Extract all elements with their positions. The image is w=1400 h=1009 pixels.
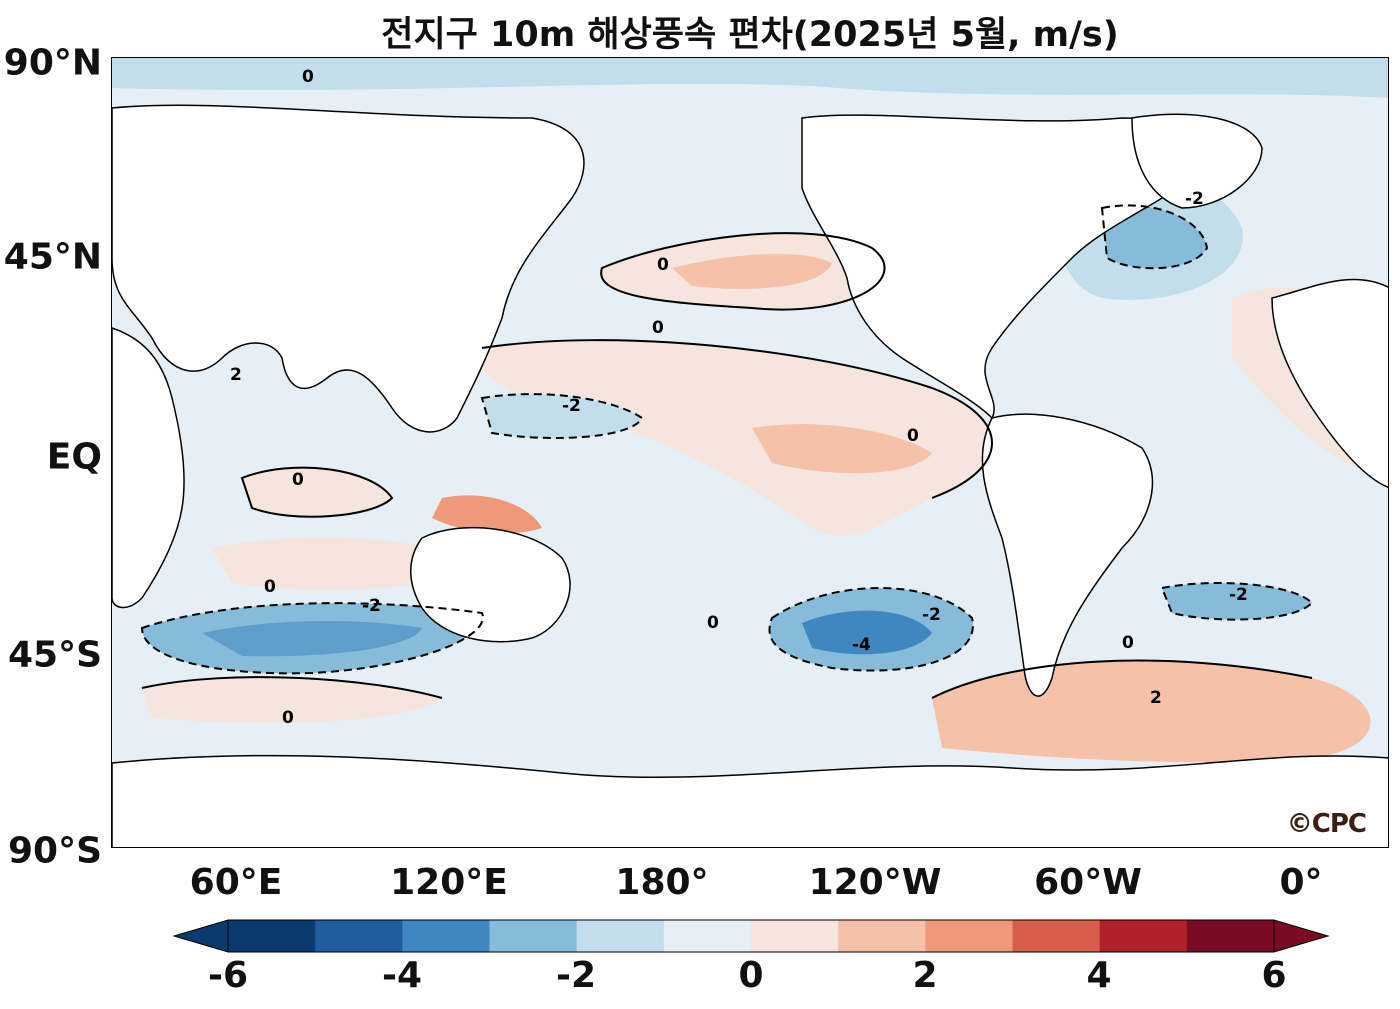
colorbar	[172, 919, 1330, 953]
contour-lines	[141, 232, 1313, 699]
south-atlantic-negative	[1162, 583, 1312, 620]
contour-label: -2	[922, 605, 941, 625]
contour-minus2-west-pacific	[480, 393, 644, 439]
colorbar-cell	[751, 920, 839, 952]
contour-label: -2	[1185, 189, 1204, 209]
colorbar-cell	[838, 920, 926, 952]
australia-land	[410, 526, 571, 643]
colorbar-cell	[925, 920, 1013, 952]
south-america-land	[981, 413, 1154, 697]
map-canvas: 0 0 0 0 0 0 0 0 0 -2 -2 -2 -2 -2 -4 2 2	[112, 58, 1388, 847]
north-australia-positive	[432, 495, 542, 534]
contour-label: 0	[657, 255, 669, 275]
north-pacific-strong-positive	[672, 253, 832, 289]
indian-ocean-positive	[242, 467, 392, 517]
contour-minus2-north-atlantic	[1100, 204, 1209, 270]
lon-label-0: 0°	[1279, 862, 1323, 903]
colorbar-min-arrow	[172, 919, 229, 953]
africa-land	[112, 327, 185, 609]
contour-zero-indian	[240, 466, 394, 518]
colorbar-cell	[1012, 920, 1101, 952]
lon-label-60e: 60°E	[189, 862, 283, 903]
colorbar-cell	[1099, 920, 1188, 952]
contour-zero-north-pacific	[600, 232, 886, 311]
colorbar-cell	[315, 920, 403, 952]
colorbar-tick: -4	[382, 955, 422, 996]
north-atlantic-strong-negative	[1102, 205, 1207, 269]
lat-label-eq: EQ	[46, 436, 102, 478]
north-america-land	[801, 114, 1205, 420]
arctic-anomaly	[112, 58, 1388, 98]
contour-zero-southern	[931, 659, 1313, 699]
contour-minus2-southern-indian	[140, 602, 484, 675]
colorbar-tick: -2	[556, 955, 596, 996]
southern-indian-positive-belt	[142, 677, 442, 723]
colorbar-tick: 4	[1086, 955, 1112, 996]
east-pacific-strong-positive	[752, 424, 932, 474]
lat-label-90n: 90°N	[3, 42, 102, 84]
colorbar-cell	[489, 920, 578, 952]
contour-label: -2	[562, 396, 581, 416]
lat-label-90s: 90°S	[7, 830, 102, 872]
antarctica-land	[112, 754, 1388, 847]
contour-zero-east-pacific	[481, 339, 993, 499]
colorbar-tick: -6	[208, 955, 248, 996]
colorbar-cell	[402, 920, 490, 952]
contour-label: 0	[282, 708, 294, 728]
colorbar-cell	[576, 920, 665, 952]
contour-label: 0	[1122, 633, 1134, 653]
contour-label: 0	[652, 318, 664, 338]
contour-label: -2	[362, 596, 381, 616]
contour-label: -4	[852, 635, 871, 655]
south-pacific-strong-negative	[802, 610, 932, 655]
map-title: 전지구 10m 해상풍속 편차(2025년 5월, m/s)	[381, 15, 1119, 55]
lon-label-120w: 120°W	[808, 862, 942, 903]
europe-africa-west-land	[1271, 278, 1388, 488]
contour-label: 0	[264, 577, 276, 597]
contour-label: 0	[302, 67, 314, 87]
lat-label-45s: 45°S	[7, 634, 102, 676]
colorbar-tick: 2	[912, 955, 938, 996]
southern-indian-strong-negative	[202, 621, 422, 657]
south-indian-positive	[212, 537, 472, 591]
contour-label: 2	[230, 365, 242, 385]
contour-label: -2	[1229, 585, 1248, 605]
lon-label-180: 180°	[615, 862, 709, 903]
anomaly-map: 0 0 0 0 0 0 0 0 0 -2 -2 -2 -2 -2 -4 2 2 …	[111, 57, 1389, 848]
colorbar-tick: 0	[738, 955, 764, 996]
colorbar-cell	[228, 920, 316, 952]
colorbar-max-arrow	[1273, 919, 1330, 953]
eurasia-land	[112, 104, 585, 433]
lat-label-45n: 45°N	[3, 236, 102, 278]
lon-label-120e: 120°E	[390, 862, 508, 903]
contour-label: 0	[292, 470, 304, 490]
contour-label: 2	[1150, 688, 1162, 708]
contour-minus2-south-atlantic	[1160, 582, 1314, 621]
colorbar-cell	[1186, 920, 1275, 952]
lon-label-60w: 60°W	[1034, 862, 1142, 903]
greenland-land	[1131, 113, 1263, 209]
colorbar-frame	[227, 919, 1275, 953]
east-pacific-positive	[477, 340, 993, 537]
contour-dashed-lines	[140, 204, 1314, 675]
contour-label: 0	[907, 426, 919, 446]
contour-minus2-south-pacific	[768, 587, 974, 672]
contour-label: 0	[707, 613, 719, 633]
colorbar-tick: 6	[1261, 955, 1287, 996]
cpc-logo: ©CPC	[1286, 809, 1367, 839]
west-pacific-negative	[482, 394, 642, 438]
colorbar-cell	[663, 920, 752, 952]
contour-zero-southern-indian	[141, 676, 443, 699]
